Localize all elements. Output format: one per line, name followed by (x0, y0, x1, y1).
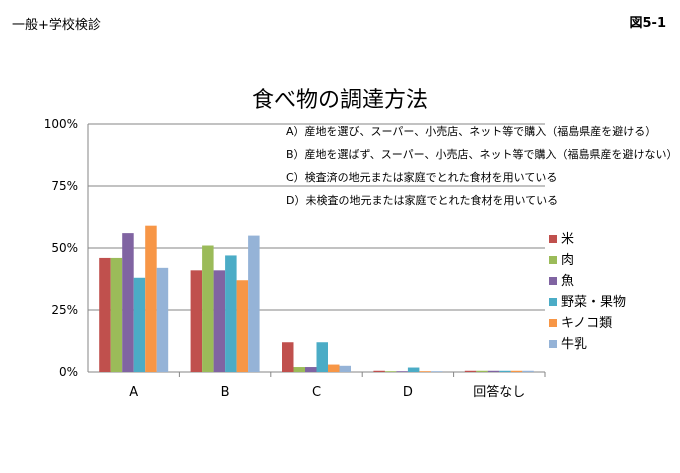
figure-number: 図5-1 (629, 16, 667, 31)
bar (99, 257, 111, 372)
bar (225, 255, 237, 372)
bar (190, 270, 203, 372)
bar (110, 257, 123, 372)
bar (248, 235, 260, 372)
bar (293, 367, 305, 372)
bar (476, 370, 488, 372)
legend-label: キノコ類 (561, 316, 612, 331)
bar (384, 371, 397, 372)
legend-swatch (549, 340, 557, 348)
bar (328, 364, 340, 372)
y-tick-label: 0% (59, 365, 78, 379)
y-tick-label: 75% (51, 179, 78, 193)
x-tick-label: B (221, 385, 230, 400)
x-tick-label: D (403, 385, 413, 400)
bar (122, 233, 134, 372)
legend-label: 牛乳 (561, 337, 587, 352)
bar (133, 277, 146, 372)
chart-title: 食べ物の調達方法 (251, 88, 428, 113)
bar (145, 225, 157, 372)
bar (499, 370, 511, 372)
annotation-text: B）産地を選ばず、スーパー、小売店、ネット等で購入（福島県産を避けない） (286, 147, 678, 161)
bar (396, 371, 408, 372)
annotation-text: A）産地を選び、スーパー、小売店、ネット等で購入（福島県産を避ける） (286, 124, 656, 138)
bar (213, 270, 226, 372)
bar (522, 370, 534, 372)
bar (236, 280, 249, 372)
legend-label: 米 (561, 232, 574, 247)
bar (407, 367, 420, 372)
x-tick-label: C (312, 385, 321, 400)
y-tick-label: 100% (44, 117, 78, 131)
bar (373, 370, 385, 372)
header-left-label: 一般+学校検診 (12, 18, 101, 33)
bar (487, 370, 500, 372)
legend-swatch (549, 277, 557, 285)
legend-swatch (549, 256, 557, 264)
legend-swatch (549, 298, 557, 306)
bar (430, 371, 443, 372)
annotation-text: D）未検査の地元または家庭でとれた食材を用いている (286, 193, 558, 207)
y-tick-label: 50% (51, 241, 78, 255)
x-tick-label: A (129, 385, 138, 400)
bar (419, 371, 431, 372)
legend-swatch (549, 235, 557, 243)
bar (305, 367, 317, 372)
bar (510, 370, 523, 372)
annotation-text: C）検査済の地元または家庭でとれた食材を用いている (286, 170, 557, 184)
legend-label: 肉 (561, 253, 574, 268)
legend-label: 魚 (561, 274, 574, 289)
bar (156, 267, 169, 372)
y-tick-label: 25% (51, 303, 78, 317)
bar (339, 365, 351, 372)
legend-swatch (549, 319, 557, 327)
bar (316, 342, 328, 372)
bar (202, 245, 214, 372)
bar (464, 370, 477, 372)
x-tick-label: 回答なし (473, 384, 525, 400)
legend-label: 野菜・果物 (561, 295, 626, 310)
bar (282, 342, 294, 372)
